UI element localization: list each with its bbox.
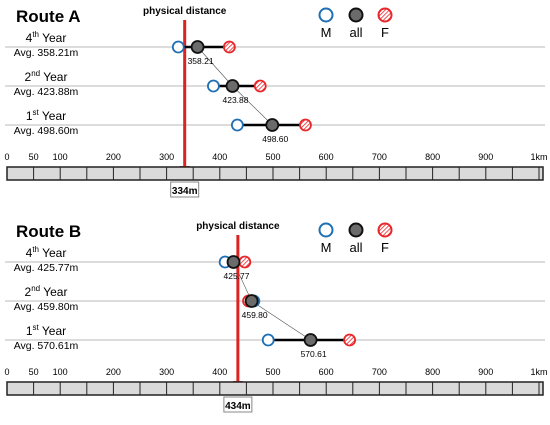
axis-tick-label: 400 — [212, 152, 227, 162]
legend-all-label: all — [349, 25, 362, 40]
axis-tick-label: 800 — [425, 367, 440, 377]
axis-tick-label: 900 — [478, 367, 493, 377]
axis-tick-label: 50 — [29, 152, 39, 162]
axis-tick-label: 600 — [319, 367, 334, 377]
panel-route-b: Route B M all F 4th Year Avg. 425.77m 2nd Year… — [4, 221, 548, 413]
marker-value-label: 434m — [225, 401, 251, 412]
all-value-label: 358.21 — [188, 56, 214, 66]
marker-value-label: 334m — [172, 186, 198, 197]
all-value-label: 459.80 — [242, 310, 268, 320]
all-dot — [244, 294, 259, 308]
axis-tick-label: 100 — [53, 152, 68, 162]
all-value-label: 570.61 — [301, 349, 327, 359]
axis-tick-label: 700 — [372, 367, 387, 377]
legend-m-label: M — [321, 240, 332, 255]
female-dot — [253, 79, 267, 93]
scale-bar — [6, 166, 544, 181]
row-year-label: 2nd Year — [25, 69, 68, 84]
male-dot — [207, 79, 220, 93]
legend-f-marker — [377, 7, 393, 23]
legend-m-marker — [318, 222, 334, 238]
all-value-label: 423.88 — [223, 95, 249, 105]
female-dot — [222, 40, 236, 54]
trend-connector — [251, 300, 311, 341]
trend-connector — [232, 85, 273, 126]
female-dot — [343, 333, 357, 347]
marker-value-box — [170, 181, 200, 198]
legend-all-label: all — [349, 240, 362, 255]
axis-tick-label: 200 — [106, 152, 121, 162]
all-dot — [303, 333, 318, 347]
legend-all-marker — [348, 222, 364, 238]
male-dot — [230, 118, 244, 132]
row-avg-label: Avg. 358.21m — [14, 47, 79, 59]
row-avg-label: Avg. 459.80m — [14, 301, 79, 313]
axis-tick-label: 100 — [53, 367, 68, 377]
axis-tick-label: 50 — [29, 367, 39, 377]
female-dot — [238, 255, 252, 269]
axis-tick-label: 400 — [212, 367, 227, 377]
row-year-label: 2nd Year — [25, 284, 68, 299]
axis-tick-label: 200 — [106, 367, 121, 377]
row-avg-label: Avg. 570.61m — [14, 340, 79, 352]
all-dot — [226, 255, 241, 269]
axis-tick-label: 700 — [372, 152, 387, 162]
marker-value-box — [223, 396, 253, 413]
female-dot — [299, 118, 312, 132]
axis-tick-label: 0 — [4, 152, 9, 162]
trend-connector — [197, 46, 233, 87]
row-year-label: 4th Year — [26, 245, 67, 260]
axis-tick-label: 500 — [265, 152, 280, 162]
legend-f-label: F — [381, 240, 389, 255]
all-dot — [190, 40, 205, 54]
row-avg-label: Avg. 423.88m — [14, 86, 79, 98]
axis-tick-label: 900 — [478, 152, 493, 162]
marker-label: physical distance — [196, 221, 280, 232]
legend-m-label: M — [321, 25, 332, 40]
panel-route-a: Route A M all F 4th Year Avg. 358.21m 2nd Year… — [4, 6, 548, 198]
axis-tick-label: 500 — [265, 367, 280, 377]
row-avg-label: Avg. 498.60m — [14, 125, 79, 137]
male-dot — [171, 40, 185, 54]
axis-tick-label: 1km — [530, 152, 547, 162]
axis-tick-label: 300 — [159, 152, 174, 162]
scale-bar — [6, 381, 544, 396]
all-dot — [265, 118, 280, 132]
all-value-label: 498.60 — [262, 134, 288, 144]
male-dot — [261, 333, 275, 347]
axis-tick-label: 300 — [159, 367, 174, 377]
row-year-label: 1st Year — [26, 323, 66, 338]
panel-title: Route A — [16, 7, 81, 26]
legend-f-label: F — [381, 25, 389, 40]
axis-tick-label: 0 — [4, 367, 9, 377]
axis-tick-label: 800 — [425, 152, 440, 162]
row-year-label: 1st Year — [26, 108, 66, 123]
marker-label: physical distance — [143, 6, 227, 17]
legend-m-marker — [318, 7, 334, 23]
axis-tick-label: 1km — [530, 367, 547, 377]
axis-tick-label: 600 — [319, 152, 334, 162]
legend-f-marker — [377, 222, 393, 238]
row-year-label: 4th Year — [26, 30, 67, 45]
panel-title: Route B — [16, 222, 81, 241]
all-dot — [225, 79, 240, 93]
all-value-label: 425.77 — [224, 271, 250, 281]
row-avg-label: Avg. 425.77m — [14, 262, 79, 274]
legend-all-marker — [348, 7, 364, 23]
